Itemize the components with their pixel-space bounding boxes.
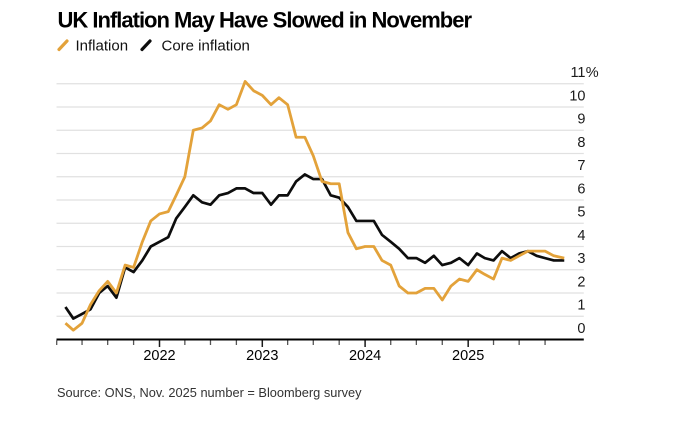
svg-text:Inflation: Inflation bbox=[76, 38, 129, 55]
svg-text:2025: 2025 bbox=[452, 348, 484, 364]
svg-text:4: 4 bbox=[577, 228, 585, 244]
svg-text:%: % bbox=[586, 65, 599, 81]
svg-text:Core inflation: Core inflation bbox=[162, 38, 250, 55]
svg-text:UK Inflation May Have Slowed i: UK Inflation May Have Slowed in November bbox=[58, 7, 473, 32]
svg-text:5: 5 bbox=[577, 205, 585, 221]
svg-text:8: 8 bbox=[577, 135, 585, 151]
svg-text:Source: ONS, Nov. 2025 number: Source: ONS, Nov. 2025 number = Bloomber… bbox=[57, 385, 362, 400]
svg-text:1: 1 bbox=[577, 298, 585, 314]
svg-text:0: 0 bbox=[577, 321, 585, 337]
svg-text:2: 2 bbox=[577, 274, 585, 290]
svg-text:6: 6 bbox=[577, 181, 585, 197]
svg-text:3: 3 bbox=[577, 251, 585, 267]
svg-text:2023: 2023 bbox=[246, 348, 278, 364]
svg-text:2024: 2024 bbox=[349, 348, 381, 364]
svg-text:9: 9 bbox=[577, 112, 585, 128]
svg-text:10: 10 bbox=[569, 88, 585, 104]
svg-text:2022: 2022 bbox=[143, 348, 175, 364]
svg-text:11: 11 bbox=[570, 65, 585, 81]
svg-text:7: 7 bbox=[577, 158, 585, 174]
